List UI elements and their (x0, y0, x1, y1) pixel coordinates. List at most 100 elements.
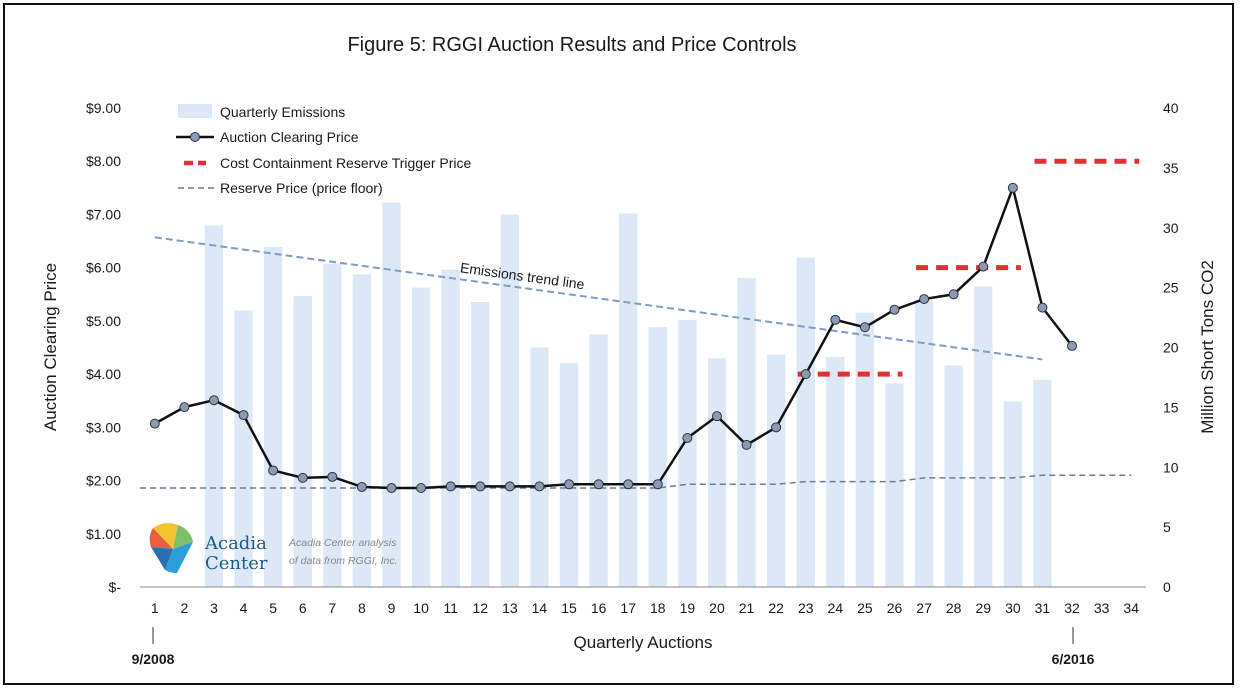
emissions-bar (1033, 379, 1052, 587)
x-tick-label: 14 (532, 600, 548, 616)
emissions-bar (826, 357, 845, 587)
y2-tick-label: 25 (1163, 280, 1179, 296)
emissions-bar (855, 312, 875, 587)
clearing-price-point (948, 289, 959, 300)
y-tick-label: $2.00 (86, 473, 121, 489)
clearing-price-point (830, 314, 841, 325)
x-tick-label: 10 (413, 600, 429, 616)
clearing-price-point (149, 418, 160, 429)
x-tick-label: 22 (768, 600, 784, 616)
clearing-price-point (1007, 182, 1018, 193)
trigger-price-layer (797, 158, 1140, 377)
clearing-price-layer (149, 182, 1078, 494)
clearing-price-point (1037, 302, 1048, 313)
y2-tick-label: 15 (1163, 399, 1179, 415)
emissions-bar (559, 363, 579, 587)
emissions-trend-line (154, 236, 1043, 361)
clearing-price-point (356, 481, 367, 492)
x-tick-label: 7 (328, 600, 336, 616)
x-tick-label: 27 (916, 600, 932, 616)
x-tick-label: 23 (798, 600, 814, 616)
reserve-price-layer (140, 474, 1132, 489)
emissions-bar (530, 347, 549, 587)
legend-label-clearing-price: Auction Clearing Price (220, 129, 359, 145)
legend-marker-clearing-price (190, 132, 200, 142)
legend-label-trigger-price: Cost Containment Reserve Trigger Price (220, 155, 472, 171)
clearing-price-point (327, 471, 338, 482)
y-tick-label: $4.00 (86, 366, 121, 382)
x-tick-label: 16 (591, 600, 607, 616)
end-marker-label: 6/2016 (1052, 651, 1095, 667)
x-tick-label: 18 (650, 600, 666, 616)
x-tick-label: 31 (1035, 600, 1051, 616)
x-tick-label: 2 (180, 600, 188, 616)
y2-tick-label: 40 (1163, 100, 1179, 116)
axes-layer: 1 2 3 4 5 6 7 8 9 10 11 12 13 14 15 16 17 18 19 20 21 22 23 24 2… (86, 100, 1179, 616)
emissions-bar (1003, 401, 1023, 587)
x-tick-label: 30 (1005, 600, 1021, 616)
emissions-bar (914, 299, 934, 587)
clearing-price-point (800, 369, 811, 380)
emissions-bar (974, 286, 993, 587)
y2-tick-label: 20 (1163, 340, 1179, 356)
legend-label-reserve-price: Reserve Price (price floor) (220, 180, 383, 196)
clearing-price-point (564, 479, 575, 490)
emissions-bar (944, 365, 963, 587)
start-marker-label: 9/2008 (132, 651, 175, 667)
x-tick-label: 8 (358, 600, 366, 616)
clearing-price-point (593, 479, 604, 490)
emissions-bar (382, 202, 401, 588)
emissions-bar (293, 296, 312, 587)
emissions-bar (411, 287, 431, 587)
clearing-price-point (386, 483, 397, 494)
clearing-price-point (475, 481, 486, 492)
emissions-bar (766, 354, 786, 587)
clearing-price-point (652, 479, 663, 490)
clearing-price-point (919, 294, 930, 305)
x-tick-label: 33 (1094, 600, 1110, 616)
logo-name-line1: Acadia (204, 533, 267, 554)
y-tick-label: $3.00 (86, 419, 121, 435)
legend: Quarterly Emissions Auction Clearing Pri… (176, 104, 472, 196)
x-tick-label: 3 (210, 600, 218, 616)
chart-title: Figure 5: RGGI Auction Results and Price… (347, 34, 796, 56)
clearing-price-point (238, 410, 249, 421)
y-tick-label: $9.00 (86, 100, 121, 116)
clearing-price-point (741, 439, 752, 450)
y2-tick-label: 30 (1163, 220, 1179, 236)
clearing-price-point (859, 322, 870, 333)
x-tick-label: 13 (502, 600, 518, 616)
clearing-price-point (771, 422, 782, 433)
emissions-bar (263, 246, 283, 587)
x-tick-label: 12 (472, 600, 488, 616)
x-tick-label: 17 (620, 600, 636, 616)
x-tick-label: 34 (1123, 600, 1139, 616)
clearing-price-point (623, 479, 634, 490)
emissions-bar (589, 334, 608, 587)
x-tick-label: 21 (739, 600, 755, 616)
emissions-bar (352, 274, 372, 587)
x-tick-label: 29 (975, 600, 991, 616)
x-tick-label: 26 (887, 600, 903, 616)
acadia-logo-icon (149, 523, 193, 574)
bars-layer (204, 202, 1052, 588)
y2-axis-title: Million Short Tons CO2 (1198, 260, 1217, 434)
reserve-price-line (140, 474, 1132, 489)
x-tick-label: 25 (857, 600, 873, 616)
emissions-bar (678, 319, 697, 587)
emissions-bar (234, 310, 253, 587)
emissions-bar (707, 358, 727, 587)
y2-tick-label: 10 (1163, 459, 1179, 475)
x-tick-label: 15 (561, 600, 577, 616)
y-tick-label: $7.00 (86, 206, 121, 222)
emissions-bar (648, 327, 667, 587)
emissions-trend-label: Emissions trend line (459, 259, 585, 292)
x-tick-label: 28 (946, 600, 962, 616)
y-tick-label: $- (109, 579, 122, 595)
clearing-price-point (445, 481, 456, 492)
emissions-bar (323, 263, 342, 587)
x-tick-label: 32 (1064, 600, 1080, 616)
figure-frame (3, 3, 1234, 685)
logo-name-line2: Center (205, 553, 268, 574)
